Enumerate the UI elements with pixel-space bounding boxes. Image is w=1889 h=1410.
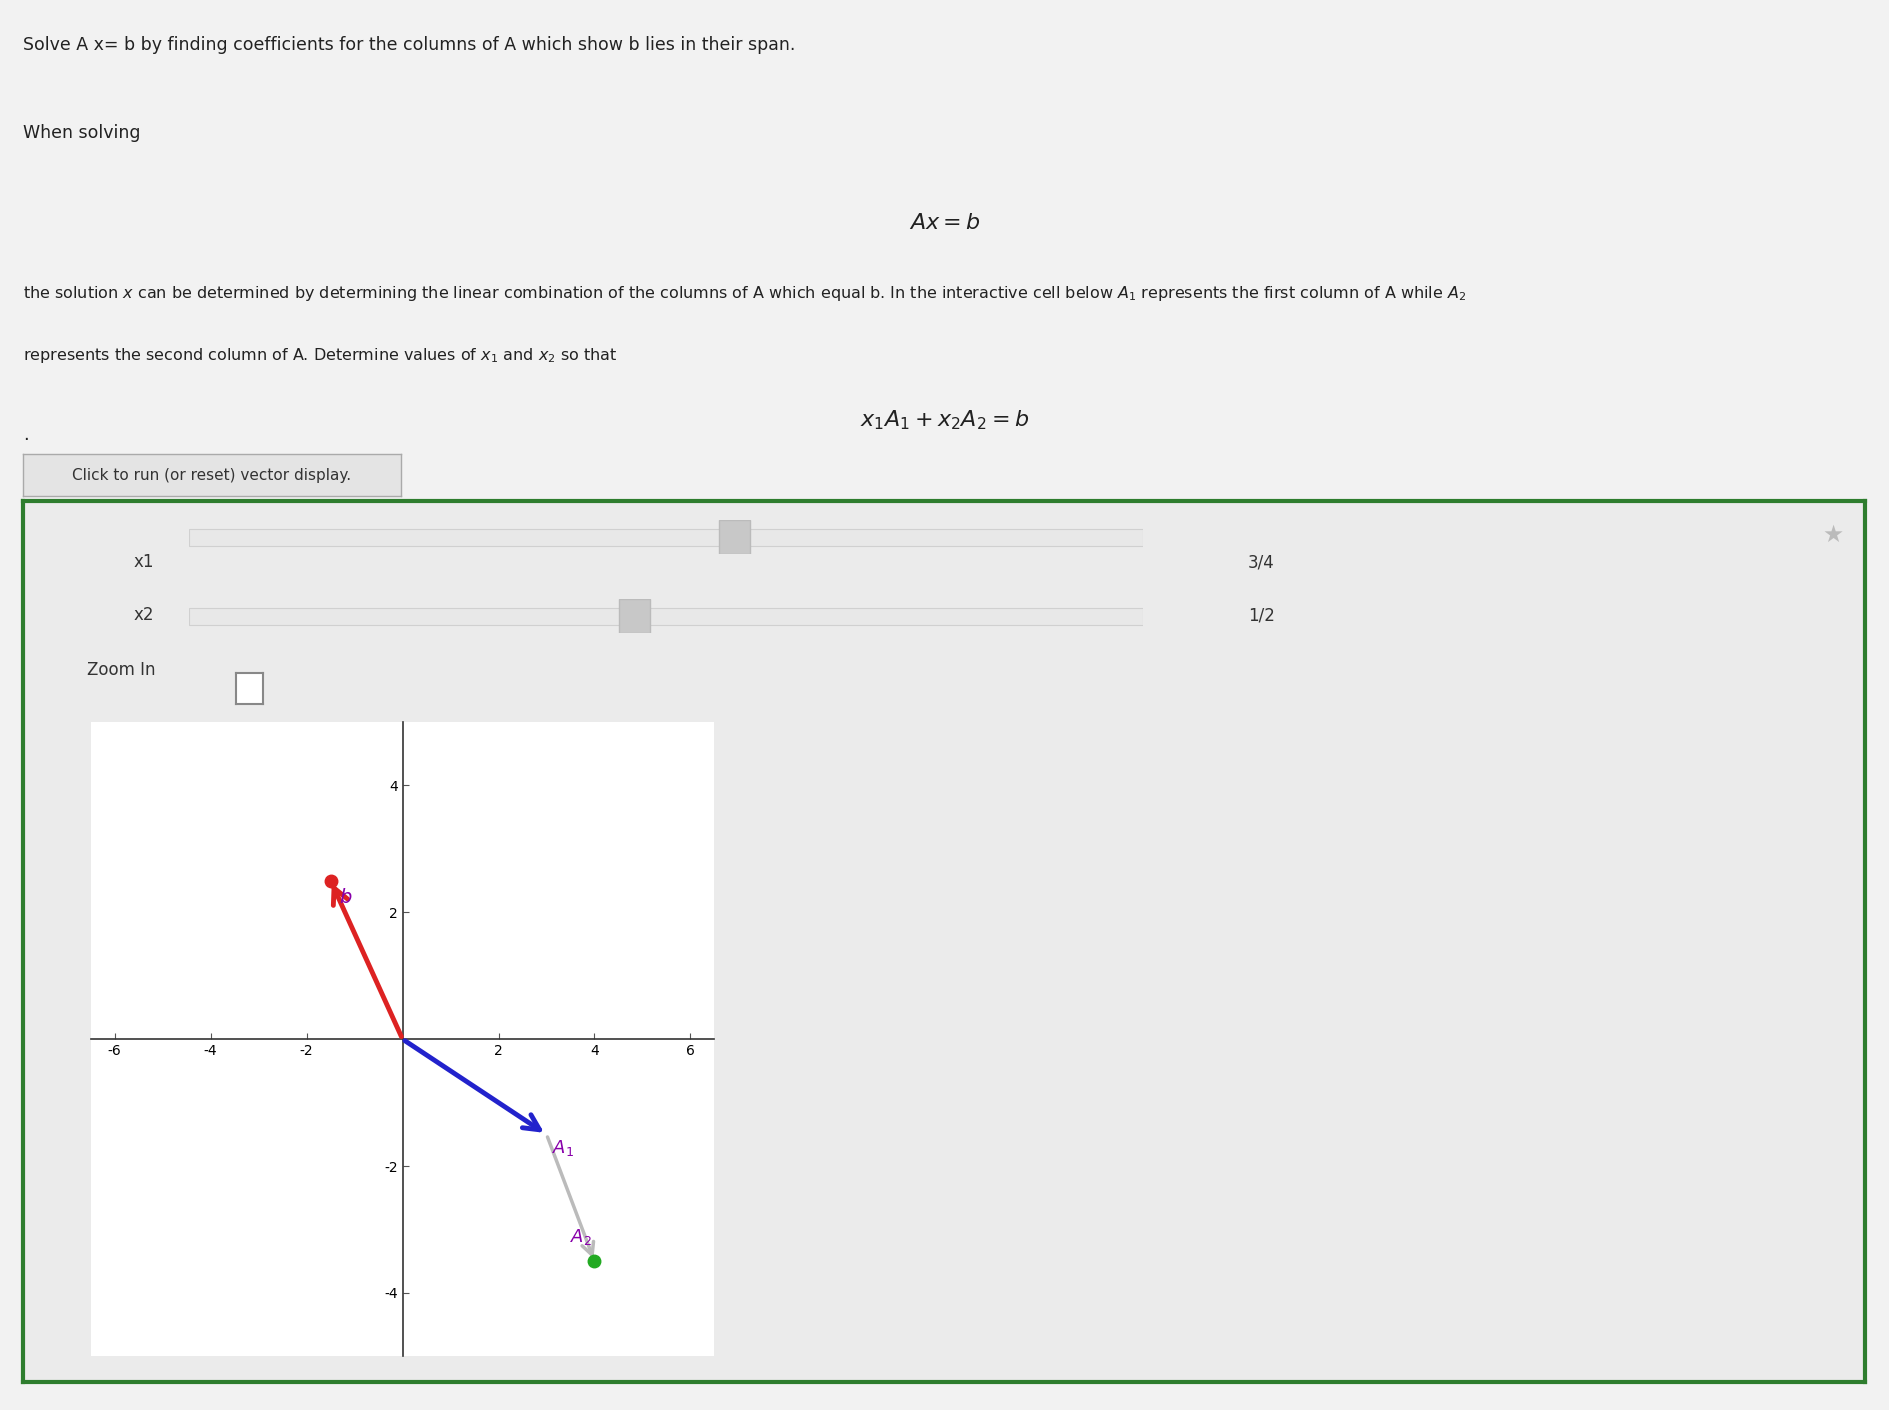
Text: x1: x1 xyxy=(132,553,153,571)
Text: x2: x2 xyxy=(132,606,153,625)
Text: Zoom In: Zoom In xyxy=(87,661,155,678)
Bar xyxy=(189,608,1143,625)
Bar xyxy=(618,599,650,633)
Text: Solve A x= b by finding coefficients for the columns of A which show b lies in t: Solve A x= b by finding coefficients for… xyxy=(23,35,795,54)
Text: $Ax = b$: $Ax = b$ xyxy=(909,213,980,233)
Text: $x_1 A_1 + x_2 A_2 = b$: $x_1 A_1 + x_2 A_2 = b$ xyxy=(859,409,1030,433)
Text: When solving: When solving xyxy=(23,124,140,142)
Text: $A_2$: $A_2$ xyxy=(570,1227,591,1248)
Text: $b$: $b$ xyxy=(338,888,353,907)
Text: 3/4: 3/4 xyxy=(1247,553,1275,571)
Text: the solution $x$ can be determined by determining the linear combination of the : the solution $x$ can be determined by de… xyxy=(23,285,1466,303)
Bar xyxy=(189,529,1143,546)
Text: $A_1$: $A_1$ xyxy=(552,1138,574,1159)
Bar xyxy=(718,520,750,554)
Text: ★: ★ xyxy=(1821,523,1842,547)
Text: represents the second column of A. Determine values of $x_1$ and $x_2$ so that: represents the second column of A. Deter… xyxy=(23,347,618,365)
Text: 1/2: 1/2 xyxy=(1247,606,1275,625)
Text: .: . xyxy=(23,426,28,444)
Text: Click to run (or reset) vector display.: Click to run (or reset) vector display. xyxy=(72,468,351,482)
